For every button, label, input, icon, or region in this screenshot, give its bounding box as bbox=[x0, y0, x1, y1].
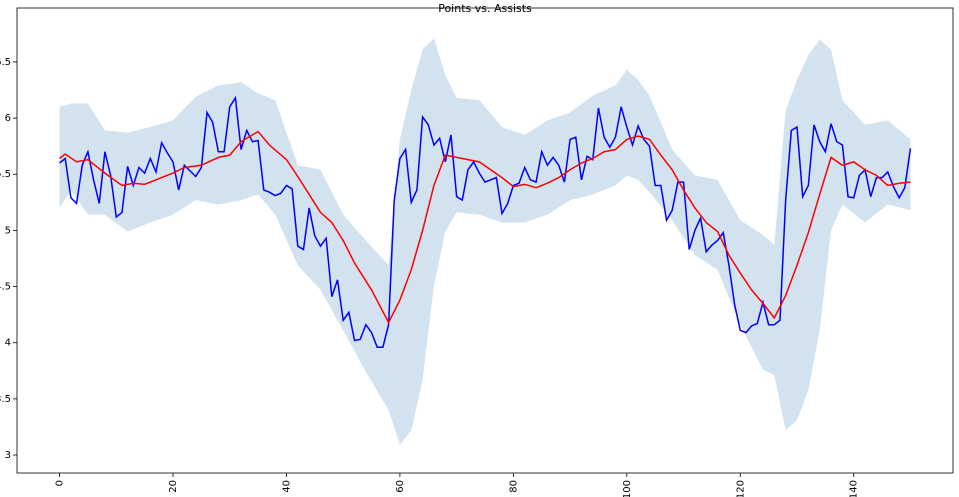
y-tick-label: 5.5 bbox=[0, 169, 11, 180]
series-line bbox=[59, 95, 912, 348]
x-tick-label: 0 bbox=[55, 480, 66, 486]
chart-title: Points vs. Assists bbox=[438, 2, 532, 15]
x-tick-label: 100 bbox=[622, 480, 633, 497]
y-tick-label: 6.5 bbox=[0, 57, 11, 68]
std-band bbox=[59, 38, 911, 445]
x-tick-label: 140 bbox=[849, 480, 860, 497]
y-tick-label: 3 bbox=[5, 450, 11, 461]
x-tick-label: 120 bbox=[735, 480, 746, 497]
y-tick-label: 6 bbox=[5, 113, 11, 124]
series-line bbox=[59, 130, 911, 325]
x-tick-label: 40 bbox=[281, 480, 292, 493]
y-tick-label: 4.5 bbox=[0, 282, 11, 293]
plot-frame bbox=[16, 7, 954, 474]
y-tick-label: 3.5 bbox=[0, 394, 11, 405]
x-tick-label: 60 bbox=[395, 480, 406, 493]
y-tick-label: 4 bbox=[5, 338, 11, 349]
y-tick-label: 5 bbox=[5, 225, 11, 236]
x-tick-label: 20 bbox=[168, 480, 179, 493]
x-tick-label: 80 bbox=[508, 480, 519, 493]
